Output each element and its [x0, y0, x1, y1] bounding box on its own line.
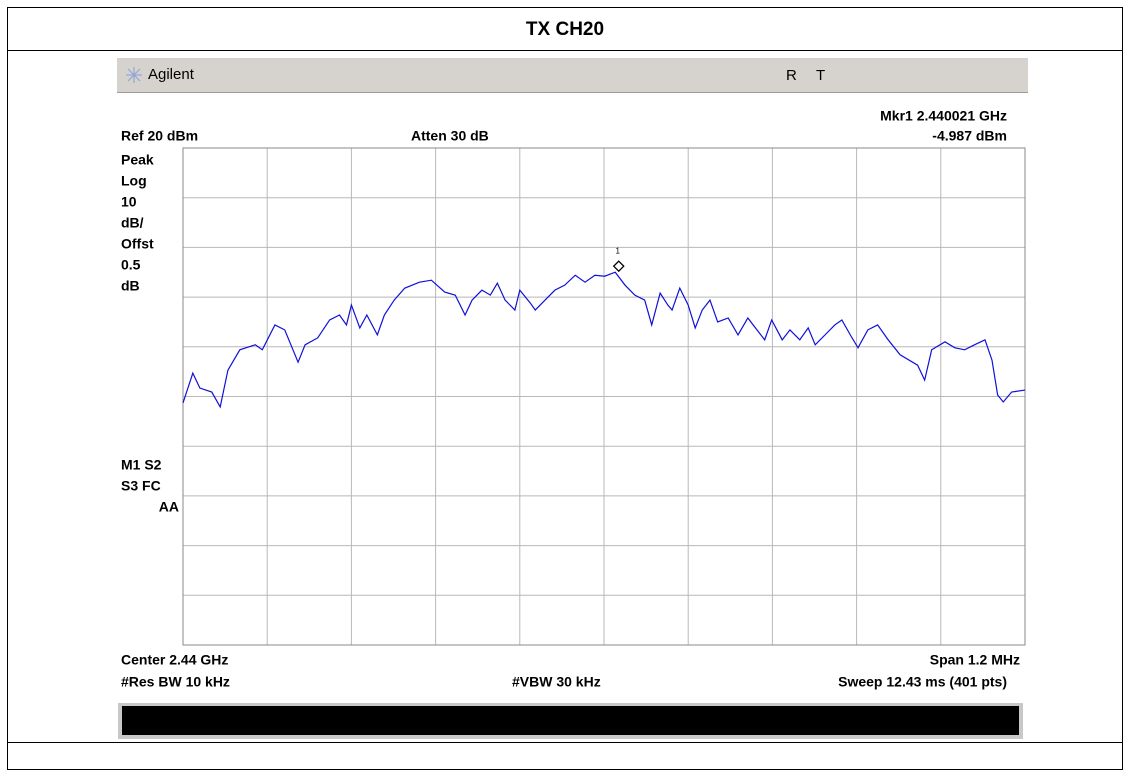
rbw: #Res BW 10 kHz [121, 674, 230, 690]
panel-label: Log [121, 173, 147, 189]
status-t: T [816, 67, 825, 84]
panel-label: 0.5 [121, 257, 141, 273]
panel-label: 10 [121, 194, 137, 210]
status-r: R [786, 67, 797, 84]
graticule-frame [182, 147, 1026, 646]
marker-readout: Mkr1 2.440021 GHz [880, 108, 1007, 124]
panel-label: Peak [121, 152, 154, 168]
status-line: S3 FC [121, 478, 161, 494]
trace [182, 271, 1026, 409]
panel-label: dB/ [121, 215, 144, 231]
panel-label: Offst [121, 236, 154, 252]
attenuation: Atten 30 dB [411, 128, 489, 144]
vbw: #VBW 30 kHz [512, 674, 601, 690]
title: TX CH20 [526, 19, 604, 40]
span: Span 1.2 MHz [930, 652, 1020, 668]
panel-label: dB [121, 278, 140, 294]
table-border [7, 7, 1123, 770]
agilent-logo [126, 67, 142, 83]
analyzer-screen [117, 58, 1028, 741]
sweep: Sweep 12.43 ms (401 pts) [838, 674, 1007, 690]
brand: Agilent [148, 66, 195, 83]
message-bar [122, 706, 1019, 735]
title-bar [117, 58, 1028, 92]
ref-level: Ref 20 dBm [121, 128, 198, 144]
status-line: AA [159, 499, 179, 515]
graticule: 1 [182, 147, 1026, 646]
marker [612, 260, 625, 273]
center-freq: Center 2.44 GHz [121, 652, 228, 668]
marker-value: -4.987 dBm [932, 128, 1007, 144]
left-panel: Peak Log 10 dB/Offst 0.5 dB [121, 152, 154, 294]
status-line: M1 S2 [121, 457, 162, 473]
marker-label: 1 [616, 246, 621, 255]
